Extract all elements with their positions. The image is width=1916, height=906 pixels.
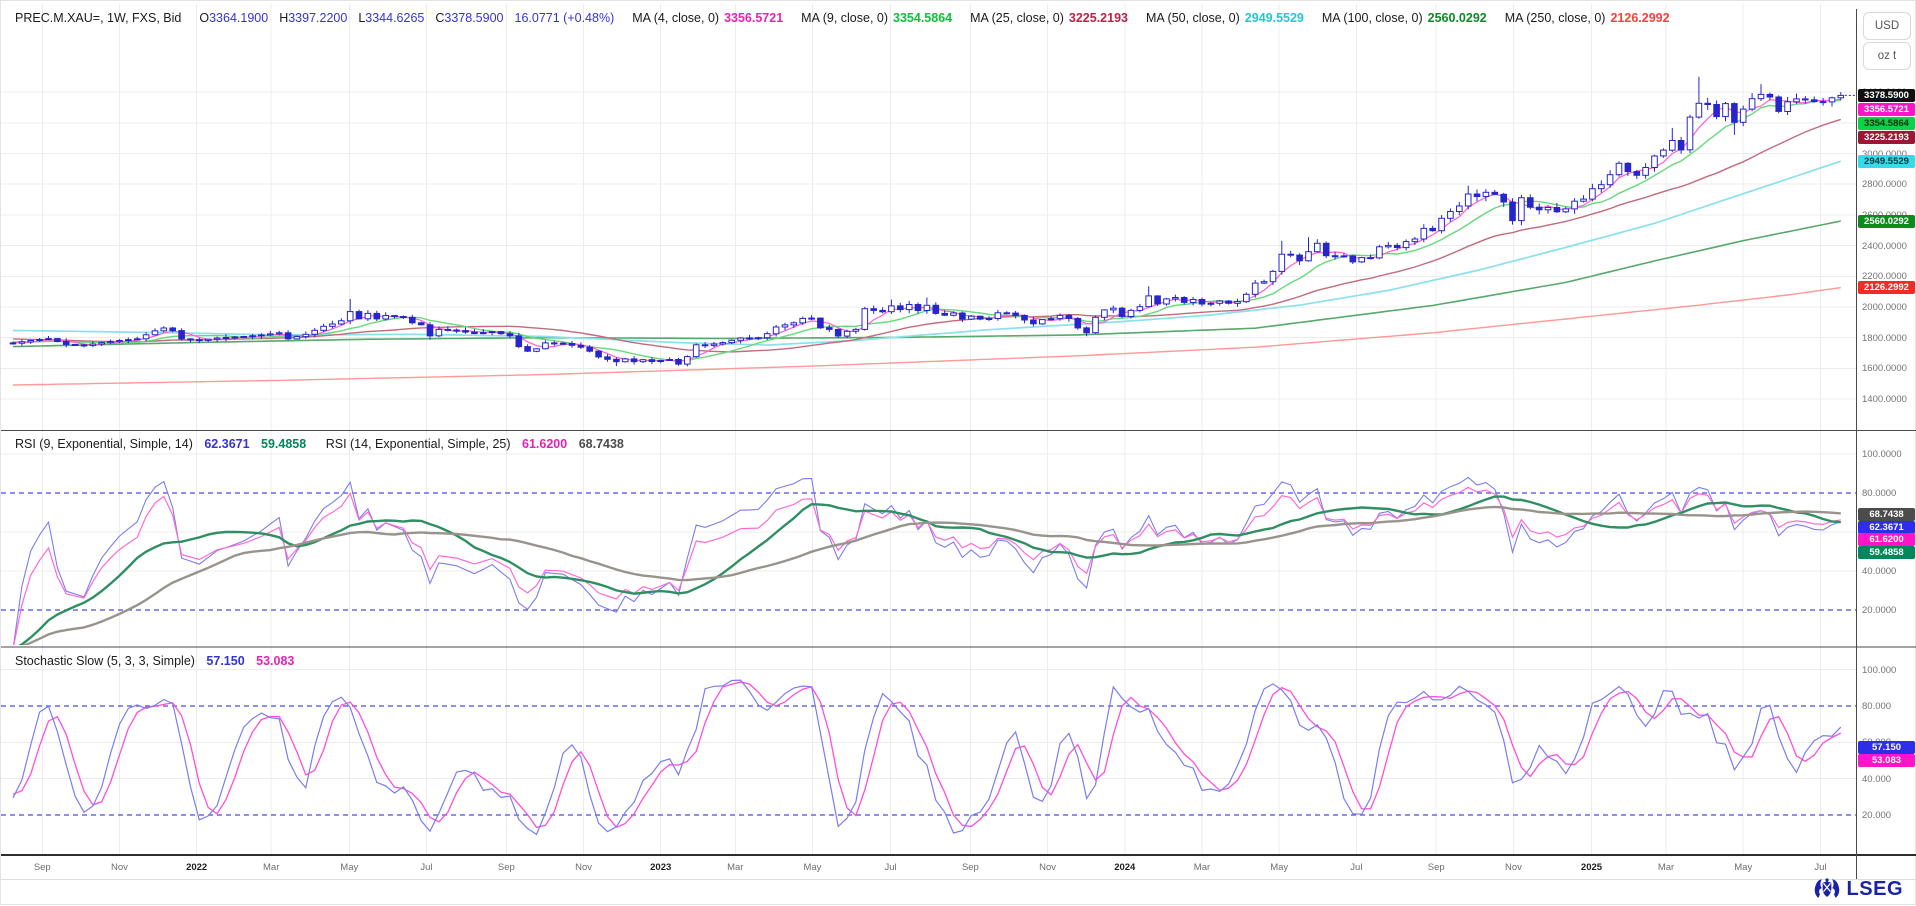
ma-legend-250[interactable]: MA (250, close, 0) 2126.2992: [1504, 11, 1670, 25]
stochastic-panel-title[interactable]: Stochastic Slow (5, 3, 3, Simple) 57.150…: [15, 654, 295, 668]
lseg-logo: LSEG: [1813, 877, 1903, 901]
lseg-logo-text: LSEG: [1846, 877, 1903, 900]
ma-legend-100[interactable]: MA (100, close, 0) 2560.0292: [1321, 11, 1487, 25]
price-axis-unit-measure: oz t: [1863, 42, 1911, 70]
change-value: 16.0771 (+0.48%): [514, 11, 615, 25]
price-axis-unit-currency: USD: [1863, 12, 1911, 40]
close-value: C3378.5900: [435, 11, 504, 25]
ma-legend-9[interactable]: MA (9, close, 0) 3354.5864: [801, 11, 953, 25]
legend-bar: PREC.M.XAU=, 1W, FXS, Bid O3364.1900 H33…: [15, 8, 1670, 28]
ma-legend-4[interactable]: MA (4, close, 0) 3356.5721: [632, 11, 784, 25]
high-value: H3397.2200: [279, 11, 348, 25]
open-value: O3364.1900: [199, 11, 269, 25]
ohlc-readout: O3364.1900 H3397.2200 L3344.6265 C3378.5…: [199, 11, 614, 25]
ma-legend-50[interactable]: MA (50, close, 0) 2949.5529: [1146, 11, 1304, 25]
ma-legend-25[interactable]: MA (25, close, 0) 3225.2193: [970, 11, 1128, 25]
rsi-panel-title[interactable]: RSI (9, Exponential, Simple, 14) 62.3671…: [15, 437, 624, 451]
low-value: L3344.6265: [358, 11, 425, 25]
lseg-crest-icon: [1814, 878, 1839, 898]
instrument-title[interactable]: PREC.M.XAU=, 1W, FXS, Bid: [15, 11, 182, 25]
